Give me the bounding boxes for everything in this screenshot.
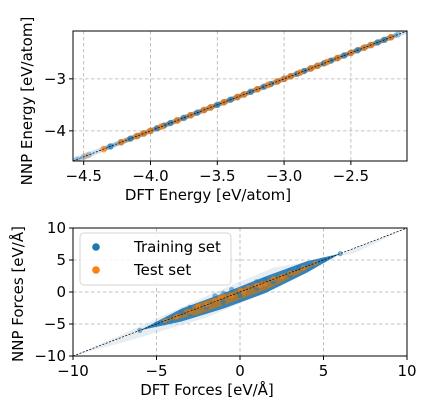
energy-test-point-17: [280, 75, 288, 83]
legend-box: [79, 232, 232, 286]
energy-y-axis-label: NNP Energy [eV/atom]: [18, 17, 36, 186]
energy-panel: −4.5 −4.0 −3.5 −3.0 −2.5 −4 −3 DFT Energy [eV/a…: [18, 17, 408, 204]
energy-test-point-3: [133, 132, 141, 140]
energy-test-point-4: [140, 130, 148, 137]
energy-train-point-2: [85, 151, 93, 158]
energy-train-point-11: [167, 119, 174, 127]
energy-x-axis-label: DFT Energy [eV/atom]: [125, 186, 291, 204]
forces-train-point-7: [220, 299, 226, 305]
energy-plot-area: [73, 31, 407, 161]
forces-test-point-19: [240, 289, 246, 295]
forces-test-point-4: [204, 302, 210, 308]
forces-test-point-9: [245, 284, 251, 291]
forces-train-point-6: [212, 293, 218, 299]
forces-y-tick-label-1: −5: [44, 315, 66, 333]
forces-plot-area: [73, 228, 407, 356]
energy-x-tick-label-0: −4.5: [65, 167, 101, 185]
forces-legend: Training set Test set: [79, 232, 232, 286]
forces-train-point-12: [262, 277, 268, 283]
forces-test-point-12: [270, 275, 276, 282]
forces-test-point-3: [195, 303, 201, 309]
forces-x-axis-label: DFT Forces [eV/Å]: [140, 380, 274, 399]
forces-y-tick-label-4: 10: [47, 219, 66, 237]
energy-test-point-2: [117, 138, 125, 146]
forces-x-tick-label-2: 0: [235, 362, 245, 380]
forces-y-tick-label-0: −10: [34, 347, 66, 365]
forces-x-tick-label-4: 10: [397, 362, 416, 380]
energy-test-point-22: [323, 58, 331, 66]
energy-test-point-19: [296, 69, 304, 76]
energy-x-tick-label-2: −3.5: [199, 167, 235, 185]
legend-label-0: Training set: [133, 238, 221, 256]
forces-test-point-11: [262, 281, 268, 287]
energy-x-tick-label-4: −2.5: [333, 167, 369, 185]
energy-test-point-18: [287, 72, 295, 80]
forces-x-tick-label-0: −10: [57, 362, 89, 380]
energy-test-point-21: [314, 62, 321, 70]
energy-y-tick-label-1: −3: [44, 70, 66, 88]
energy-identity-line: [73, 31, 407, 161]
energy-x-tick-label-3: −3.0: [266, 167, 302, 185]
forces-train-point-18: [337, 251, 343, 257]
energy-train-point-5: [127, 135, 134, 142]
energy-test-point-15: [264, 81, 272, 89]
energy-axes-frame: [72, 30, 408, 162]
legend-marker-1: [92, 266, 100, 274]
forces-y-tick-label-3: 5: [56, 251, 66, 269]
energy-train-point-13: [180, 114, 188, 122]
forces-test-point-7: [229, 293, 235, 299]
forces-train-point-15: [295, 265, 302, 271]
energy-test-point-20: [307, 65, 315, 72]
forces-test-point-5: [212, 297, 218, 303]
forces-y-axis-label: NNP Forces [eV/Å]: [8, 226, 27, 362]
forces-x-tick-label-3: 5: [319, 362, 329, 380]
forces-identity-line: [73, 228, 407, 356]
forces-train-point-4: [187, 304, 193, 310]
energy-train-point-0: [73, 156, 81, 161]
forces-test-point-17: [217, 295, 223, 301]
forces-y-tick-label-2: 0: [56, 283, 66, 301]
energy-test-point-16: [274, 78, 281, 85]
energy-test-point-5: [147, 127, 154, 135]
energy-y-tick-label-0: −4: [44, 122, 66, 140]
forces-train-point-21: [237, 293, 243, 299]
forces-panel: −10 −5 0 5 10 −10 −5 0 5 10 DFT Forces [eV/Å] NNP F…: [8, 219, 417, 399]
forces-train-point-3: [178, 309, 185, 316]
forces-test-point-18: [257, 283, 263, 289]
forces-train-point-17: [320, 257, 327, 263]
legend-label-1: Test set: [133, 261, 191, 279]
legend-marker-0: [92, 243, 100, 251]
energy-test-point-7: [173, 117, 181, 124]
forces-x-tick-label-1: −5: [145, 362, 167, 380]
energy-x-tick-label-1: −4.0: [132, 167, 168, 185]
forces-train-point-8: [229, 286, 235, 293]
